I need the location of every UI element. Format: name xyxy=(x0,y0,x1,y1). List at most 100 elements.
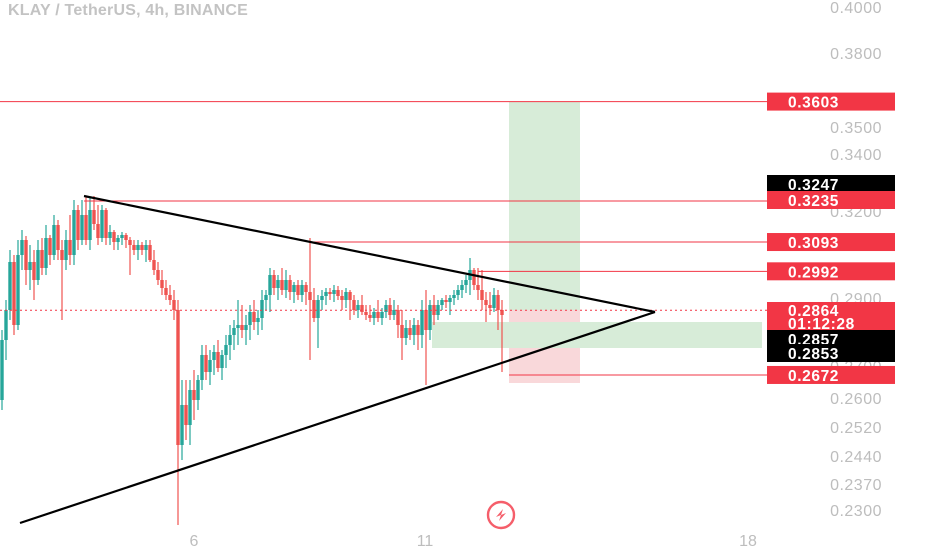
candle-body xyxy=(80,215,84,240)
candle-body xyxy=(112,232,116,242)
price-tag-bg xyxy=(767,262,895,281)
candle-body xyxy=(28,262,32,270)
candle-body xyxy=(460,285,464,290)
candle-body xyxy=(40,250,44,268)
lower-trendline[interactable] xyxy=(19,310,656,525)
candle-body xyxy=(104,210,108,238)
candle-body xyxy=(480,290,484,300)
candle-body xyxy=(332,290,336,294)
candle-body xyxy=(32,262,36,280)
candle-body xyxy=(232,328,236,335)
candle-body xyxy=(264,295,268,300)
candle-body xyxy=(168,295,172,300)
y-tick-label: 0.3400 xyxy=(830,147,882,164)
entry-tag-bg xyxy=(767,344,895,362)
x-tick-label: 6 xyxy=(190,533,199,550)
current-price-tag: 0.2864 xyxy=(788,303,839,320)
candlestick-series xyxy=(0,196,504,525)
candle-body xyxy=(24,240,28,270)
entry-tag: 0.2853 xyxy=(788,346,839,363)
candle-body xyxy=(244,325,248,330)
x-axis: 6 11 18 xyxy=(190,533,757,550)
candle-body xyxy=(436,305,440,315)
price-tag-bg xyxy=(767,191,895,209)
candle-body xyxy=(76,210,80,240)
candle-body xyxy=(212,352,216,360)
price-tag-bg xyxy=(767,365,895,384)
chart-title: KLAY / TetherUS, 4h, BINANCE xyxy=(8,2,249,19)
candle-body xyxy=(180,405,184,445)
candle-body xyxy=(292,285,296,292)
candle-body xyxy=(200,355,204,380)
price-tag-bg xyxy=(767,92,895,111)
y-tick-label: 0.2370 xyxy=(830,477,882,494)
entry-tag-bg xyxy=(767,330,895,348)
candle-body xyxy=(340,296,344,300)
price-tag: 0.3247 xyxy=(788,177,839,194)
candle-body xyxy=(52,225,56,255)
countdown-tag: 01:12:28 xyxy=(788,316,855,333)
candle-body xyxy=(240,325,244,330)
price-tag: 0.3093 xyxy=(788,235,839,252)
price-tag: 0.3603 xyxy=(788,95,839,112)
candle-body xyxy=(184,405,188,425)
candle-body xyxy=(260,300,264,318)
candle-body xyxy=(324,292,328,296)
candle-body xyxy=(428,305,432,330)
candle-body xyxy=(316,300,320,318)
candle-body xyxy=(408,328,412,335)
candle-body xyxy=(256,318,260,322)
candle-body xyxy=(60,250,64,260)
price-tag: 0.3235 xyxy=(788,193,839,210)
candle-body xyxy=(308,292,312,300)
candle-body xyxy=(432,305,436,315)
candle-body xyxy=(472,270,476,285)
candle-body xyxy=(280,280,284,290)
candle-body xyxy=(160,280,164,288)
candle-body xyxy=(124,235,128,240)
candle-body xyxy=(356,305,360,310)
candle-body xyxy=(364,312,368,315)
candle-body xyxy=(176,310,180,445)
candle-body xyxy=(224,345,228,355)
candle-body xyxy=(452,295,456,298)
y-tick-label: 0.3500 xyxy=(830,120,882,137)
candle-body xyxy=(4,310,8,340)
candle-body xyxy=(276,280,280,288)
candle-body xyxy=(440,300,444,305)
candle-body xyxy=(396,310,400,325)
candle-body xyxy=(164,288,168,295)
candle-body xyxy=(464,280,468,285)
position-target-zone xyxy=(509,102,580,310)
candle-body xyxy=(456,290,460,295)
candle-body xyxy=(444,300,448,302)
candle-body xyxy=(360,305,364,312)
candle-body xyxy=(248,312,252,325)
candle-body xyxy=(72,210,76,255)
candle-body xyxy=(448,298,452,302)
y-tick-label: 0.2600 xyxy=(830,391,882,408)
upper-trendline[interactable] xyxy=(83,194,656,314)
x-tick-label: 18 xyxy=(739,533,757,550)
candle-body xyxy=(296,285,300,295)
candle-body xyxy=(496,295,500,310)
candle-body xyxy=(196,380,200,400)
candle-body xyxy=(44,238,48,268)
candle-body xyxy=(488,305,492,308)
candle-body xyxy=(20,240,24,255)
candle-body xyxy=(268,275,272,295)
candle-body xyxy=(128,240,132,245)
price-tag: 0.2672 xyxy=(788,368,839,385)
x-tick-label: 11 xyxy=(417,533,434,550)
candle-body xyxy=(84,215,88,240)
candle-body xyxy=(404,328,408,338)
candle-body xyxy=(8,262,12,310)
price-tag-bg xyxy=(767,233,895,252)
y-tick-label: 0.2440 xyxy=(830,449,882,466)
candle-body xyxy=(252,312,256,322)
candle-body xyxy=(88,210,92,240)
candle-body xyxy=(132,245,136,250)
candle-body xyxy=(148,245,152,260)
